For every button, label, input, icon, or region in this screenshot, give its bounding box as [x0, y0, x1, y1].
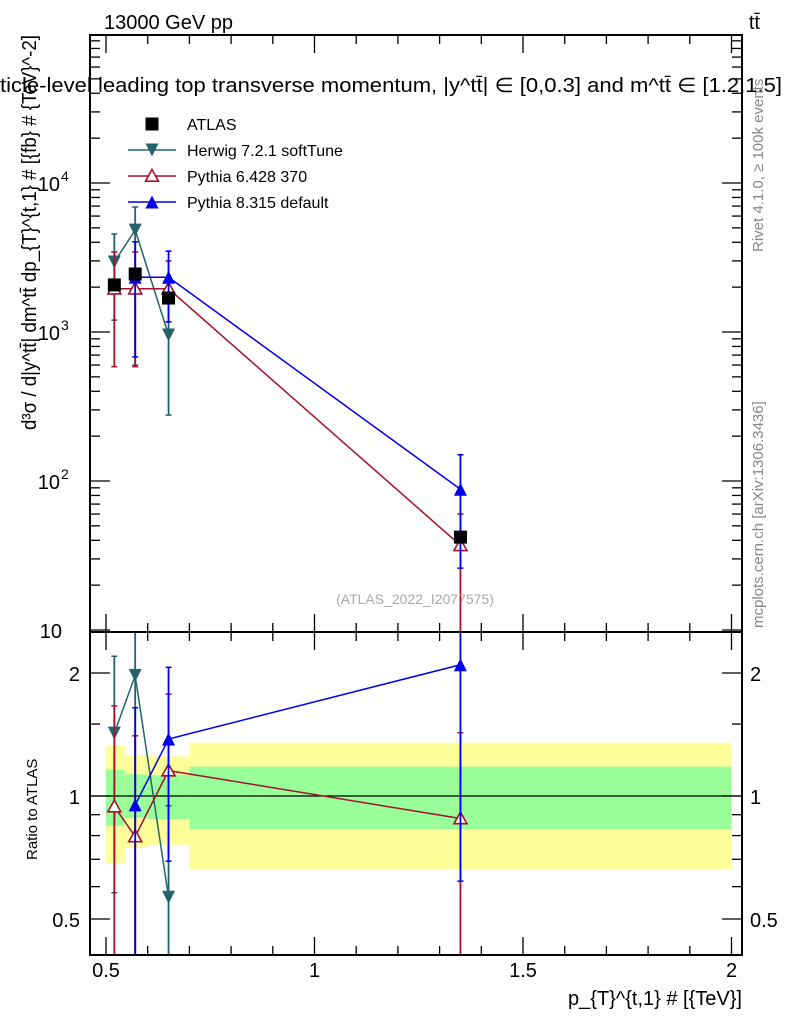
process-label: tt̄ [749, 12, 761, 34]
energy-label: 13000 GeV pp [104, 12, 233, 34]
legend-label-herwig-7-2-1-softtune: Herwig 7.2.1 softTune [187, 143, 343, 160]
x-tick-label: 2 [726, 960, 737, 982]
legend-label-atlas: ATLAS [187, 117, 237, 134]
y-tick-label: 10 [38, 174, 60, 196]
x-tick-label: 1.5 [509, 960, 537, 982]
atlas-point [107, 278, 121, 292]
y-tick-exponent: 3 [61, 317, 69, 333]
legend-marker-pythia-8-315-default [145, 195, 159, 209]
plot-title: ticle-level leading top transverse momen… [0, 75, 782, 97]
ratio-plot-frame [89, 631, 743, 956]
mcplots-label: mcplots.cern.ch [arXiv:1306.3436] [750, 401, 767, 628]
y-tick-label: 10 [38, 323, 60, 345]
ratio-y-tick-label-left: 2 [69, 664, 80, 686]
pythia-8-315-default-point [453, 658, 467, 672]
pythia-8-315-default-point [453, 482, 467, 496]
x-axis-label: p_{T}^{t,1} # [{TeV}] [568, 988, 742, 1010]
pythia-6-428-370-line [114, 288, 461, 546]
legend-label-pythia-8-315-default: Pythia 8.315 default [187, 195, 329, 212]
pythia-6-428-370-line [113, 769, 461, 838]
herwig-7-2-1-softtune-line [113, 228, 170, 336]
y-tick-label: 10 [40, 621, 62, 643]
pythia-8-315-default-point [162, 270, 176, 284]
legend-marker-herwig-7-2-1-softtune [145, 143, 159, 157]
analysis-watermark: (ATLAS_2022_I2077575) [336, 591, 494, 607]
legend: ATLAS Herwig 7.2.1 softTune Pythia 6.428 3… [128, 117, 343, 212]
herwig-7-2-1-softtune-point [128, 669, 142, 683]
x-tick-label: 0.5 [92, 960, 120, 982]
y-tick-label: 10 [38, 472, 60, 494]
pythia-6-428-370-point [106, 798, 123, 813]
y-tick-exponent: 4 [61, 168, 69, 184]
ratio-y-tick-label-left: 1 [69, 787, 80, 809]
ratio-y-tick-label-right: 1 [750, 787, 761, 809]
main-y-axis-label: d³σ / d|y^tt̄| dm^tt̄ dp_{T}^{t,1} # [{f… [19, 35, 41, 430]
ratio-plot-marks [106, 633, 469, 954]
axis-ticks [90, 35, 742, 955]
x-tick-label: 1 [309, 960, 320, 982]
ratio-y-tick-label-right: 0.5 [750, 910, 778, 932]
herwig-7-2-1-softtune-point [128, 223, 142, 237]
atlas-point [453, 530, 467, 544]
ratio-y-tick-label-right: 2 [750, 664, 761, 686]
herwig-7-2-1-softtune-point [162, 890, 176, 904]
ratio-uncertainty-bands [106, 742, 732, 869]
pythia-8-315-default-line [135, 276, 461, 490]
atlas-point [162, 291, 176, 305]
pythia-8-315-default-point [128, 798, 142, 812]
rivet-version-label: Rivet 4.1.0, ≥ 100k events [750, 79, 767, 252]
y-tick-exponent: 2 [61, 466, 69, 482]
main-plot-marks [106, 206, 469, 631]
herwig-7-2-1-softtune-point [162, 328, 176, 342]
ratio-y-tick-label-left: 0.5 [52, 910, 80, 932]
atlas-point [128, 267, 142, 281]
ratio-y-axis-label: Ratio to ATLAS [24, 759, 41, 860]
legend-marker-pythia-6-428-370 [144, 167, 160, 182]
pythia-8-315-default-point [162, 732, 176, 746]
legend-marker-atlas [145, 117, 159, 131]
legend-label-pythia-6-428-370: Pythia 6.428 370 [187, 169, 307, 186]
